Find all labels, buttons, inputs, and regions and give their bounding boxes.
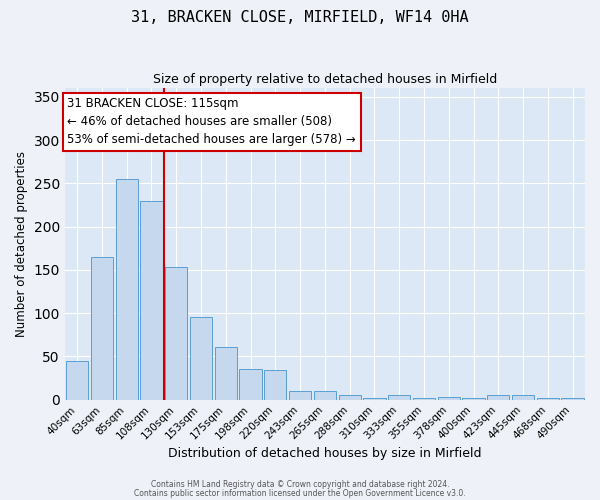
Bar — [363, 398, 386, 400]
Bar — [437, 397, 460, 400]
Y-axis label: Number of detached properties: Number of detached properties — [15, 151, 28, 337]
Bar — [512, 396, 534, 400]
Bar — [190, 316, 212, 400]
Bar — [215, 347, 237, 400]
Bar — [463, 398, 485, 400]
Bar — [338, 396, 361, 400]
Bar — [314, 391, 336, 400]
Bar — [487, 396, 509, 400]
Bar — [413, 398, 435, 400]
Bar — [264, 370, 286, 400]
Bar — [165, 268, 187, 400]
X-axis label: Distribution of detached houses by size in Mirfield: Distribution of detached houses by size … — [168, 447, 482, 460]
Bar — [289, 391, 311, 400]
Text: 31 BRACKEN CLOSE: 115sqm
← 46% of detached houses are smaller (508)
53% of semi-: 31 BRACKEN CLOSE: 115sqm ← 46% of detach… — [67, 98, 356, 146]
Bar — [536, 398, 559, 400]
Bar — [140, 200, 163, 400]
Bar — [239, 370, 262, 400]
Text: Contains public sector information licensed under the Open Government Licence v3: Contains public sector information licen… — [134, 488, 466, 498]
Bar — [91, 257, 113, 400]
Title: Size of property relative to detached houses in Mirfield: Size of property relative to detached ho… — [153, 72, 497, 86]
Bar — [388, 396, 410, 400]
Bar — [562, 398, 584, 400]
Text: Contains HM Land Registry data © Crown copyright and database right 2024.: Contains HM Land Registry data © Crown c… — [151, 480, 449, 489]
Text: 31, BRACKEN CLOSE, MIRFIELD, WF14 0HA: 31, BRACKEN CLOSE, MIRFIELD, WF14 0HA — [131, 10, 469, 25]
Bar — [66, 361, 88, 400]
Bar — [116, 179, 138, 400]
